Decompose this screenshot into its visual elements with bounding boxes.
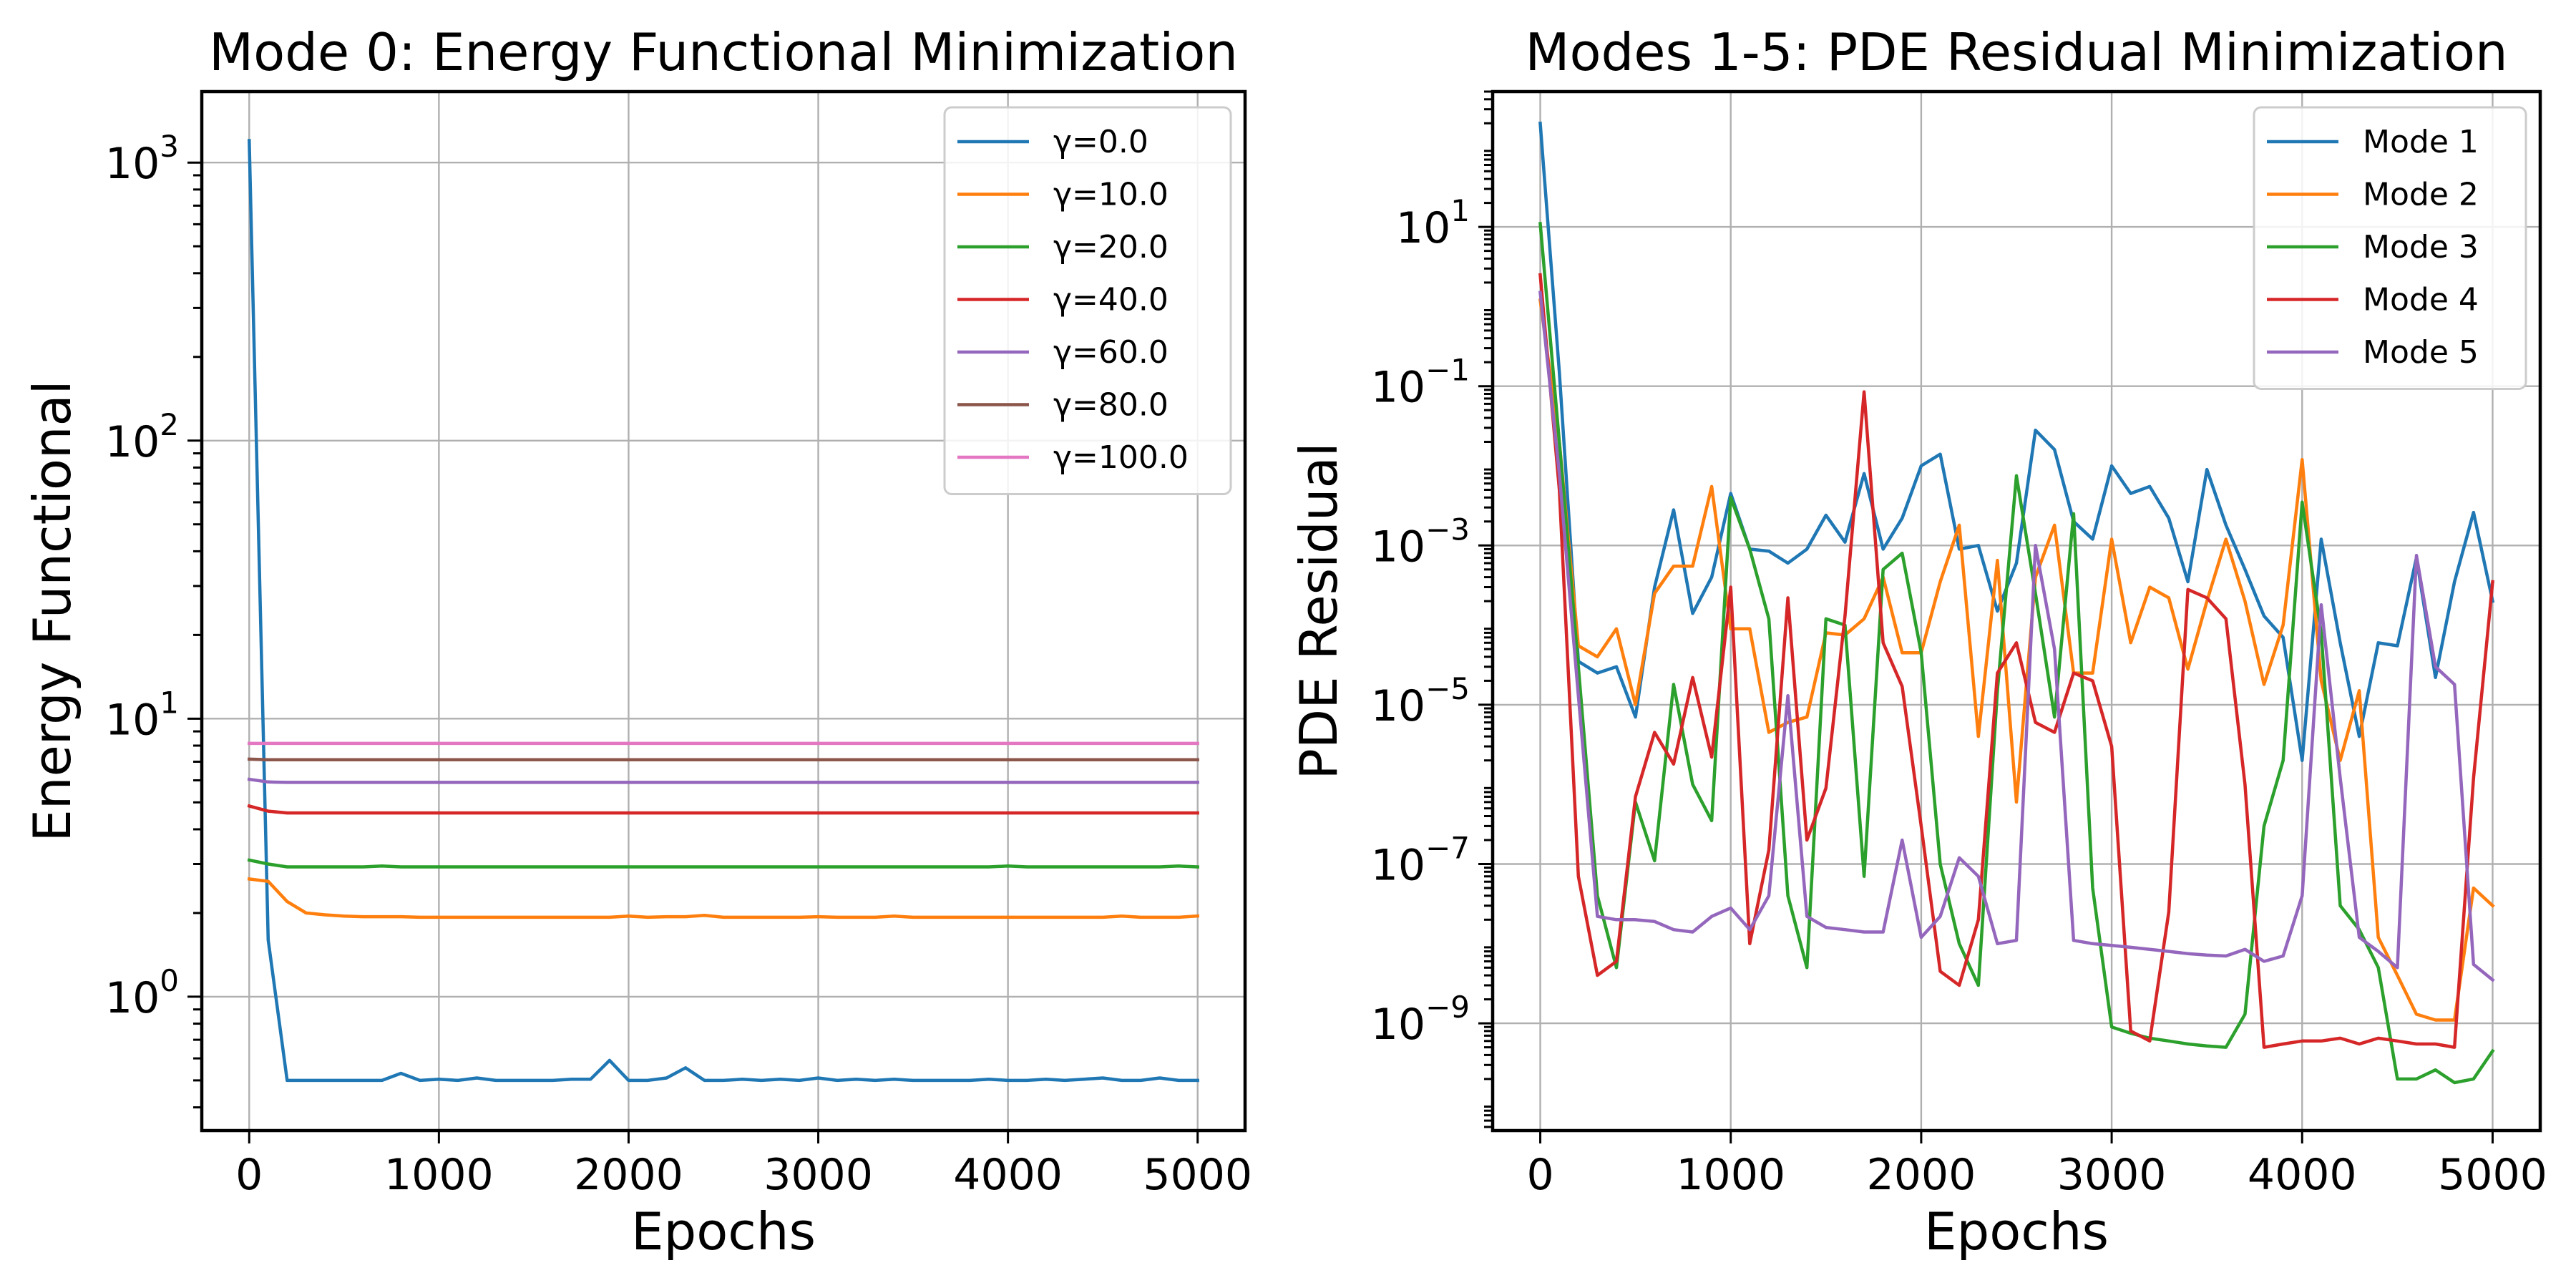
legend-label-5: Mode 5 bbox=[2363, 334, 2479, 371]
y-tick-label: 100 bbox=[105, 963, 179, 1023]
y-axis-title: PDE Residual bbox=[1289, 442, 1349, 779]
y-tick-label: 101 bbox=[105, 685, 179, 745]
x-tick-label: 2000 bbox=[1867, 1150, 1976, 1200]
legend-label-2: γ=10.0 bbox=[1053, 177, 1169, 213]
series-line-4 bbox=[247, 804, 1199, 815]
x-axis-title: Epochs bbox=[1924, 1201, 2109, 1262]
x-tick-label: 2000 bbox=[574, 1150, 683, 1200]
series-line-2 bbox=[247, 877, 1200, 919]
legend-label-5: γ=60.0 bbox=[1053, 334, 1169, 371]
plot-frame bbox=[200, 89, 1247, 1133]
x-tick-label: 5000 bbox=[2438, 1150, 2547, 1200]
series-line-5 bbox=[1538, 291, 2495, 982]
x-tick-label: 1000 bbox=[384, 1150, 494, 1200]
x-tick-label: 0 bbox=[1526, 1150, 1553, 1200]
x-tick-label: 4000 bbox=[953, 1150, 1063, 1200]
series-line-1 bbox=[1538, 121, 2495, 762]
x-tick-label: 3000 bbox=[763, 1150, 873, 1200]
legend-label-4: Mode 4 bbox=[2363, 282, 2479, 318]
y-tick-label: 102 bbox=[105, 407, 179, 467]
series-line-4 bbox=[1538, 273, 2494, 1049]
y-axis-title: Energy Functional bbox=[22, 380, 82, 841]
series-line-1 bbox=[247, 139, 1199, 1083]
y-tick-label: 10−5 bbox=[1371, 671, 1470, 731]
chart-title: Modes 1-5: PDE Residual Minimization bbox=[1525, 22, 2507, 82]
pde-residual-chart: 0 1000 2000 3000 4000 5000 10−9 10−7 10−5 10−3 10−… bbox=[1289, 22, 2547, 1262]
legend-box bbox=[943, 106, 1232, 495]
legend-label-1: Mode 1 bbox=[2363, 124, 2479, 160]
x-axis-title: Epochs bbox=[631, 1201, 816, 1262]
x-tick-label: 5000 bbox=[1143, 1150, 1252, 1200]
x-tick-label: 1000 bbox=[1676, 1150, 1785, 1200]
y-tick-label: 101 bbox=[1396, 193, 1470, 253]
series-group bbox=[247, 139, 1200, 1083]
legend-label-7: γ=100.0 bbox=[1053, 439, 1189, 476]
legend-label-3: γ=20.0 bbox=[1053, 229, 1169, 265]
plot-frame bbox=[1491, 89, 2542, 1133]
legend-label-6: γ=80.0 bbox=[1053, 387, 1169, 424]
legend-label-1: γ=0.0 bbox=[1053, 124, 1148, 160]
legend-label-2: Mode 2 bbox=[2363, 177, 2479, 213]
x-tick-label: 0 bbox=[235, 1150, 263, 1200]
y-tick-label: 103 bbox=[105, 129, 179, 189]
x-tick-label: 3000 bbox=[2057, 1150, 2167, 1200]
y-tick-label: 10−1 bbox=[1371, 353, 1470, 413]
chart-title: Mode 0: Energy Functional Minimization bbox=[209, 22, 1238, 82]
series-line-3 bbox=[247, 858, 1200, 869]
legend: Mode 1 Mode 2 Mode 3 Mode 4 Mode 5 bbox=[2253, 106, 2527, 390]
y-tick-label: 10−7 bbox=[1371, 831, 1470, 891]
energy-functional-chart: 0 1000 2000 3000 4000 5000 100 101 102 103 Mode 0:… bbox=[22, 22, 1252, 1262]
x-tick-label: 4000 bbox=[2248, 1150, 2357, 1200]
legend: γ=0.0 γ=10.0 γ=20.0 γ=40.0 γ=60.0 γ=80.0 γ=100… bbox=[943, 106, 1232, 495]
y-tick-label: 10−9 bbox=[1371, 990, 1470, 1050]
series-line-3 bbox=[1538, 222, 2495, 1085]
series-line-6 bbox=[247, 757, 1199, 761]
series-line-5 bbox=[247, 777, 1199, 784]
legend-label-4: γ=40.0 bbox=[1053, 282, 1169, 318]
series-group bbox=[1538, 121, 2495, 1085]
legend-label-3: Mode 3 bbox=[2363, 229, 2479, 265]
y-tick-label: 10−3 bbox=[1371, 512, 1470, 572]
legend-box bbox=[2253, 106, 2527, 390]
